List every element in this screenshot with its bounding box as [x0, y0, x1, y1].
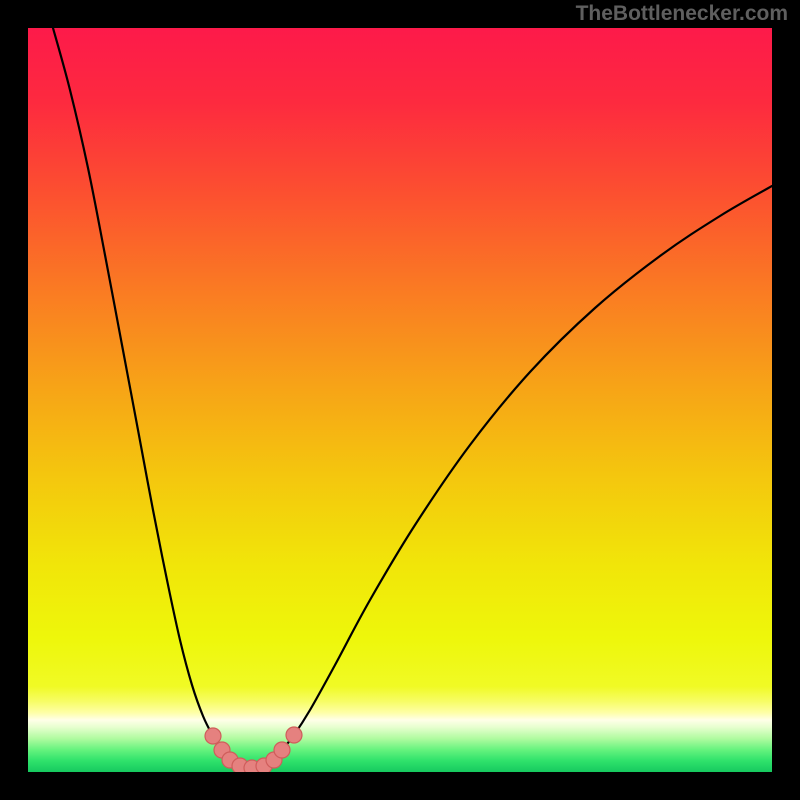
- chart-frame: [28, 28, 772, 772]
- chart-svg: [28, 28, 772, 772]
- watermark-label: TheBottlenecker.com: [576, 2, 788, 26]
- trough-dot: [274, 742, 290, 758]
- trough-dot: [286, 727, 302, 743]
- trough-dot: [205, 728, 221, 744]
- gradient-background: [28, 28, 772, 772]
